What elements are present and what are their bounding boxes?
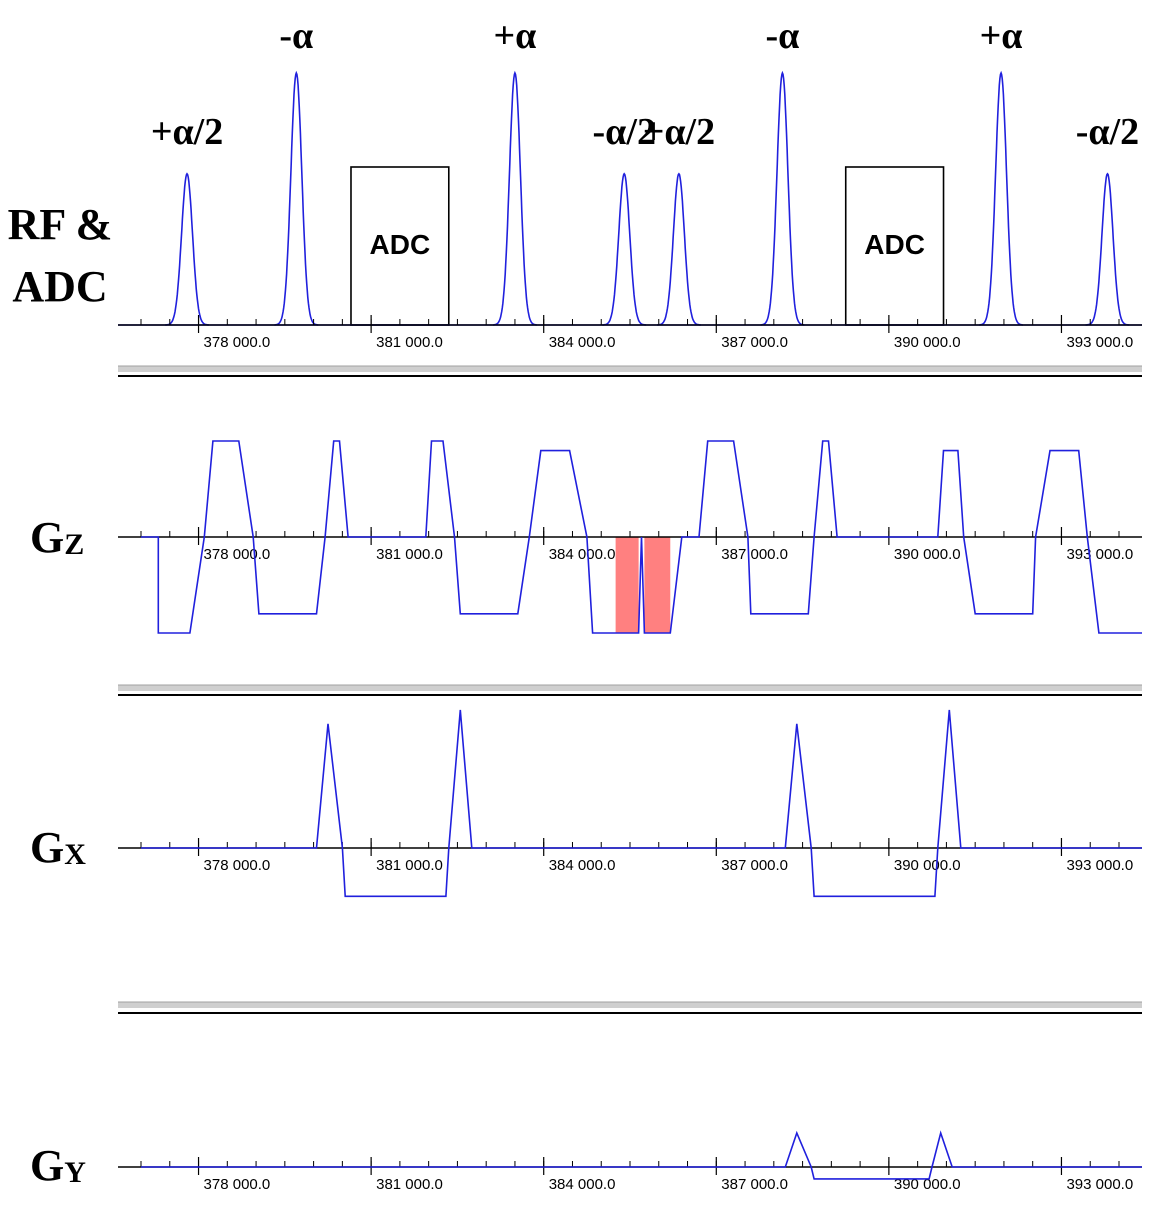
- gz-tick-label: 393 000.0: [1066, 546, 1133, 563]
- gz-label-sub: Z: [64, 528, 84, 561]
- gx-tick-label: 390 000.0: [894, 857, 961, 874]
- gz-tick-label: 381 000.0: [376, 546, 443, 563]
- gz-panel: 378 000.0 381 000.0 384 000.0 387 000.0 390 …: [118, 440, 1142, 634]
- rf-pulse-label: -α: [279, 15, 313, 57]
- rf-pulse: [165, 172, 209, 326]
- rf-pulse: [1085, 172, 1130, 326]
- rf-tick-label: 387 000.0: [721, 334, 788, 351]
- separator-2: [118, 684, 1142, 696]
- separator-1: [118, 365, 1142, 377]
- rf-label-line1: RF &: [8, 200, 113, 249]
- gx-waveform: [141, 709, 1142, 898]
- separator-3-band: [118, 1002, 1142, 1008]
- gz-tick-label: 390 000.0: [894, 546, 961, 563]
- gz-tick-label: 378 000.0: [204, 546, 271, 563]
- rf-pulse-label: +α/2: [151, 111, 223, 153]
- rf-pulse: [979, 70, 1023, 326]
- rf-pulse: [274, 70, 319, 326]
- rf-pulse-label: -α/2: [1076, 111, 1139, 153]
- gx-tick-label: 387 000.0: [721, 857, 788, 874]
- gx-tick-label: 384 000.0: [549, 857, 616, 874]
- gx-label-sub: X: [64, 838, 86, 871]
- gz-label: GZ: [30, 513, 84, 562]
- gx-tick-label: 381 000.0: [376, 857, 443, 874]
- rf-pulse: [657, 172, 701, 326]
- gz-tick-label: 387 000.0: [721, 546, 788, 563]
- rf-pulse: [493, 70, 537, 326]
- separator-3: [118, 1001, 1142, 1014]
- gx-label: GX: [30, 823, 86, 872]
- rf-tick-label: 378 000.0: [204, 334, 271, 351]
- gz-highlight-block: [615, 537, 639, 633]
- gz-label-main: G: [30, 513, 64, 562]
- gy-tick-label: 381 000.0: [376, 1176, 443, 1193]
- rf-tick-label: 384 000.0: [549, 334, 616, 351]
- gy-tick-label: 387 000.0: [721, 1176, 788, 1193]
- gx-panel: 378 000.0 381 000.0 384 000.0 387 000.0 390 …: [118, 709, 1142, 898]
- rf-tick-label: 393 000.0: [1066, 334, 1133, 351]
- gy-panel: 378 000.0 381 000.0 384 000.0 387 000.0 390 …: [118, 1130, 1142, 1193]
- gx-tick-label: 393 000.0: [1066, 857, 1133, 874]
- rf-tick-label: 390 000.0: [894, 334, 961, 351]
- adc-window-label: ADC: [370, 229, 431, 260]
- rf-pulse-label: +α: [980, 15, 1023, 57]
- rf-pulse-label: -α: [766, 15, 800, 57]
- gy-tick-label: 390 000.0: [894, 1176, 961, 1193]
- rf-tick-label: 381 000.0: [376, 334, 443, 351]
- rf-pulse: [602, 172, 647, 326]
- gx-label-main: G: [30, 823, 64, 872]
- rf-pulse: [760, 70, 805, 326]
- gy-label-sub: Y: [64, 1156, 86, 1189]
- gy-label: GY: [30, 1141, 86, 1190]
- gz-tick-label: 384 000.0: [549, 546, 616, 563]
- gz-waveform: [141, 440, 1142, 634]
- gy-tick-label: 378 000.0: [204, 1176, 271, 1193]
- gx-tick-label: 378 000.0: [204, 857, 271, 874]
- gz-highlight-block: [644, 537, 671, 633]
- rf-pulse-label: +α/2: [643, 111, 715, 153]
- adc-window-label: ADC: [864, 229, 925, 260]
- rf-pulse-label: +α: [494, 15, 537, 57]
- separator-1-band: [118, 366, 1142, 372]
- adc-window: [844, 166, 945, 326]
- separator-2-band: [118, 685, 1142, 691]
- gy-waveform: [141, 1130, 1142, 1180]
- rf-pulse-label: -α/2: [593, 111, 656, 153]
- gy-tick-label: 384 000.0: [549, 1176, 616, 1193]
- gy-tick-label: 393 000.0: [1066, 1176, 1133, 1193]
- gy-label-main: G: [30, 1141, 64, 1190]
- rf-label-line2: ADC: [12, 262, 107, 311]
